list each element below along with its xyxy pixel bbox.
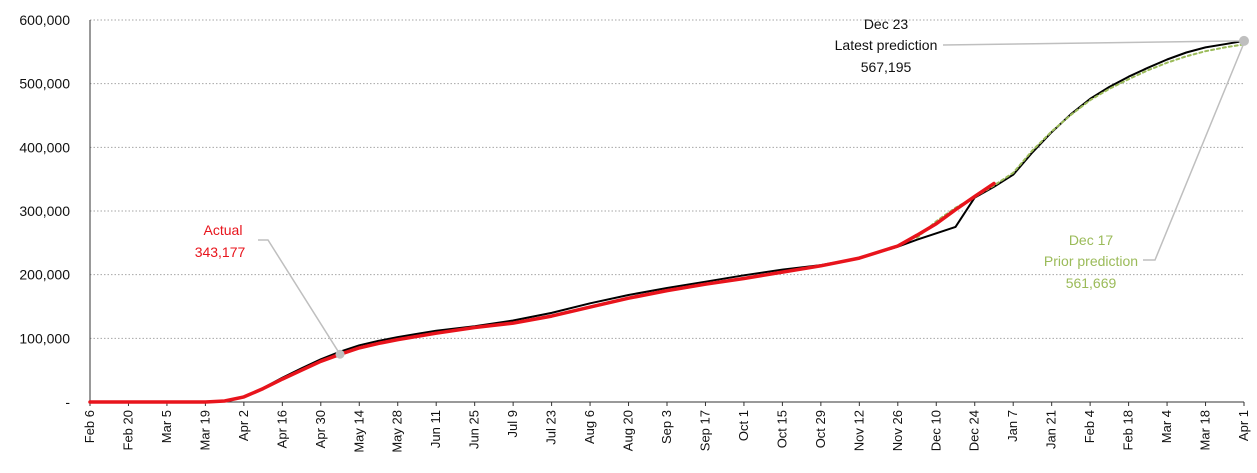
prior-annotation-label: Prior prediction: [1044, 253, 1138, 269]
x-tick-label: Feb 4: [1082, 410, 1097, 443]
prior-annotation-date: Dec 17: [1069, 232, 1114, 248]
y-tick-label: 100,000: [19, 330, 70, 346]
x-tick-label: Oct 1: [736, 410, 751, 441]
x-tick-label: Feb 20: [120, 410, 135, 450]
series: [88, 39, 1245, 404]
prediction-marker: [1239, 35, 1249, 46]
x-tick-label: Apr 2: [236, 410, 251, 441]
latest-annotation-label: Latest prediction: [835, 37, 938, 53]
prior-annotation-value: 561,669: [1066, 275, 1117, 291]
y-axis-ticks: - 100,000 200,000 300,000 400,000 500,000 600,…: [19, 12, 70, 410]
actual-series-line: [88, 181, 996, 404]
x-tick-label: Jun 11: [428, 410, 443, 448]
y-tick-label: 400,000: [19, 139, 70, 155]
x-tick-label: Apr 30: [313, 410, 328, 448]
x-tick-label: Mar 5: [159, 410, 174, 443]
x-tick-label: Jan 21: [1044, 410, 1059, 449]
y-tick-label: 500,000: [19, 76, 70, 92]
x-tick-label: May 14: [351, 410, 366, 453]
x-tick-label: Jul 23: [544, 410, 559, 445]
x-tick-label: Apr 16: [274, 410, 289, 448]
x-tick-label: Dec 24: [967, 410, 982, 451]
actual-marker: [335, 349, 345, 359]
x-tick-label: Aug 6: [582, 410, 597, 444]
y-tick-label: 200,000: [19, 267, 70, 283]
x-tick-label: Mar 18: [1198, 410, 1213, 450]
y-tick-label: -: [65, 394, 70, 410]
x-tick-label: Dec 10: [928, 410, 943, 451]
x-tick-label: Mar 19: [197, 410, 212, 450]
x-axis-ticks: Feb 6 Feb 20 Mar 5 Mar 19 Apr 2 Apr 16 Apr 30 M…: [82, 402, 1251, 453]
x-tick-label: Oct 15: [774, 410, 789, 448]
actual-leader-line: [258, 239, 341, 355]
latest-annotation-date: Dec 23: [864, 16, 909, 32]
x-tick-label: Apr 1: [1236, 410, 1251, 441]
actual-annotation-value: 343,177: [195, 244, 246, 260]
x-tick-label: Mar 4: [1159, 410, 1174, 443]
x-tick-label: May 28: [390, 410, 405, 453]
annotation-leaders: [258, 35, 1249, 359]
y-tick-label: 300,000: [19, 203, 70, 219]
x-tick-label: Aug 20: [621, 410, 636, 451]
y-tick-label: 600,000: [19, 12, 70, 28]
x-tick-label: Sep 17: [697, 410, 712, 451]
prior-leader-line: [1143, 42, 1245, 261]
x-tick-label: Oct 29: [813, 410, 828, 448]
x-tick-label: Nov 26: [890, 410, 905, 451]
x-tick-label: Jun 25: [467, 410, 482, 449]
x-tick-label: Feb 6: [82, 410, 97, 443]
x-tick-label: Jul 9: [505, 410, 520, 437]
actual-annotation-label: Actual: [204, 222, 243, 238]
latest-series-line: [89, 39, 1245, 403]
x-tick-label: Jan 7: [1005, 410, 1020, 442]
x-tick-label: Feb 18: [1121, 410, 1136, 450]
latest-annotation-value: 567,195: [861, 59, 912, 75]
latest-leader-line: [942, 40, 1245, 46]
x-tick-label: Nov 12: [851, 410, 866, 451]
x-tick-label: Sep 3: [659, 410, 674, 444]
prior-series-line: [916, 43, 1245, 239]
